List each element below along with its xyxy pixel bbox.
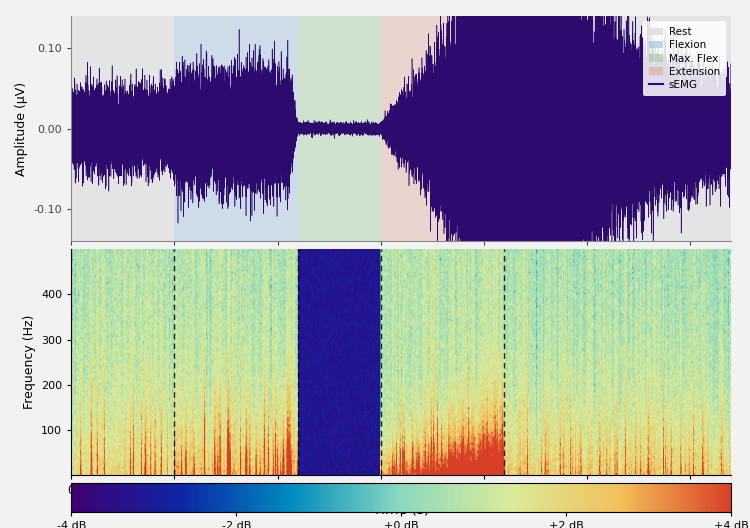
Bar [525, 16, 731, 241]
Legend: Rest, Flexion, Max. Flex, Extension, sEMG: Rest, Flexion, Max. Flex, Extension, sEM… [643, 21, 726, 96]
Bar [71, 16, 174, 241]
Bar [380, 16, 525, 241]
Bar [174, 16, 298, 241]
Y-axis label: Frequency (Hz): Frequency (Hz) [22, 315, 35, 409]
Y-axis label: Amplitude (μV): Amplitude (μV) [15, 81, 28, 176]
Bar [298, 16, 380, 241]
X-axis label: Time (s): Time (s) [373, 503, 430, 516]
